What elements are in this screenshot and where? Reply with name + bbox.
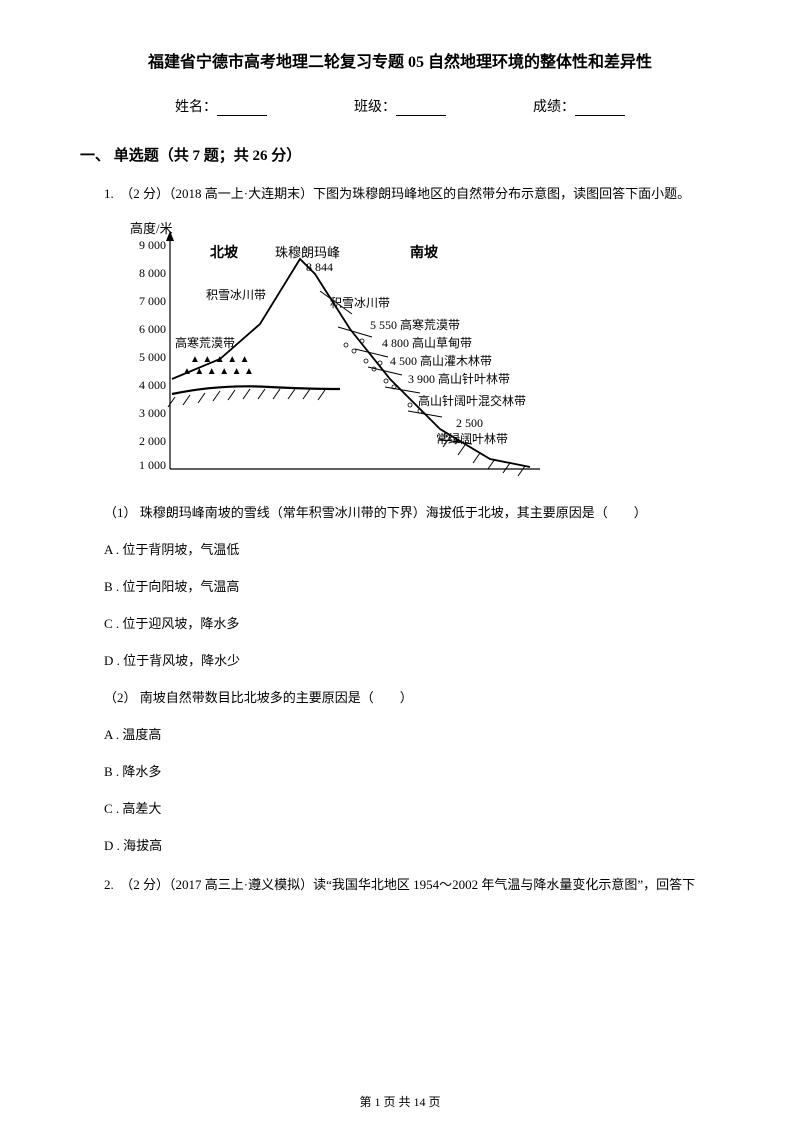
north-band-0: 积雪冰川带 xyxy=(206,288,266,302)
svg-text:8 000: 8 000 xyxy=(139,266,166,280)
q1-sub2-opt-a: A . 温度高 xyxy=(104,724,720,743)
svg-text:9 000: 9 000 xyxy=(139,238,166,252)
class-label: 班级： xyxy=(354,96,396,116)
q1-sub1-opt-a: A . 位于背阴坡，气温低 xyxy=(104,539,720,558)
q1-sub2-opt-d: D . 海拔高 xyxy=(104,835,720,854)
peak-elev: 8 844 xyxy=(306,260,333,274)
south-label: 南坡 xyxy=(410,244,439,261)
q1-sub2: （2） 南坡自然带数目比北坡多的主要原因是（ ） xyxy=(104,687,720,706)
q1-sub2-opt-c: C . 高差大 xyxy=(104,798,720,817)
q1-sub1-opt-b: B . 位于向阳坡，气温高 xyxy=(104,576,720,595)
svg-text:5 000: 5 000 xyxy=(139,350,166,364)
page-footer: 第 1 页 共 14 页 xyxy=(0,1093,800,1110)
svg-text:▲ ▲ ▲ ▲ ▲ ▲: ▲ ▲ ▲ ▲ ▲ ▲ xyxy=(182,366,254,377)
peak-label: 珠穆朗玛峰 xyxy=(275,245,340,260)
name-blank[interactable] xyxy=(217,102,267,116)
svg-text:积雪冰川带: 积雪冰川带 xyxy=(330,296,390,310)
page-title: 福建省宁德市高考地理二轮复习专题 05 自然地理环境的整体性和差异性 xyxy=(80,48,720,72)
svg-text:5 550 高寒荒漠带: 5 550 高寒荒漠带 xyxy=(370,317,460,332)
svg-text:3 900 高山针叶林带: 3 900 高山针叶林带 xyxy=(408,371,510,386)
north-band-1: 高寒荒漠带 xyxy=(175,335,235,350)
svg-text:7 000: 7 000 xyxy=(139,294,166,308)
svg-text:3 000: 3 000 xyxy=(139,406,166,420)
svg-text:2 000: 2 000 xyxy=(139,434,166,448)
student-info-line: 姓名： 班级： 成绩： xyxy=(80,96,720,116)
q1-stem: 1. （2 分）（2018 高一上·大连期末）下图为珠穆朗玛峰地区的自然带分布示… xyxy=(104,181,720,207)
q1-sub1-opt-d: D . 位于背风坡，降水少 xyxy=(104,650,720,669)
svg-text:4 500 高山灌木林带: 4 500 高山灌木林带 xyxy=(390,353,492,368)
q2-stem: 2. （2 分）（2017 高三上·遵义模拟）读“我国华北地区 1954～200… xyxy=(104,872,720,898)
name-label: 姓名： xyxy=(175,96,217,116)
score-label: 成绩： xyxy=(533,96,575,116)
score-blank[interactable] xyxy=(575,102,625,116)
svg-text:2 500: 2 500 xyxy=(456,416,483,430)
svg-text:▲ ▲ ▲ ▲ ▲: ▲ ▲ ▲ ▲ ▲ xyxy=(190,354,250,365)
svg-text:4 000: 4 000 xyxy=(139,378,166,392)
q1-diagram: 高度/米 9 000 8 000 7 000 6 000 5 000 4 000… xyxy=(120,219,720,484)
class-blank[interactable] xyxy=(396,102,446,116)
svg-text:4 800 高山草甸带: 4 800 高山草甸带 xyxy=(382,335,472,350)
q1-sub1: （1） 珠穆朗玛峰南坡的雪线（常年积雪冰川带的下界）海拔低于北坡，其主要原因是（… xyxy=(104,502,720,521)
svg-text:6 000: 6 000 xyxy=(139,322,166,336)
svg-text:1 000: 1 000 xyxy=(139,458,166,472)
svg-text:常绿阔叶林带: 常绿阔叶林带 xyxy=(436,431,508,446)
q1-sub2-opt-b: B . 降水多 xyxy=(104,761,720,780)
north-label: 北坡 xyxy=(210,244,239,261)
south-bands: 积雪冰川带 5 550 高寒荒漠带 4 800 高山草甸带 4 500 高山灌木… xyxy=(330,296,526,446)
svg-text:高山针阔叶混交林带: 高山针阔叶混交林带 xyxy=(418,393,526,408)
y-axis-label: 高度/米 xyxy=(130,221,173,236)
y-ticks: 9 000 8 000 7 000 6 000 5 000 4 000 3 00… xyxy=(139,238,166,472)
section-header: 一、 单选题（共 7 题；共 26 分） xyxy=(80,144,720,165)
q1-sub1-opt-c: C . 位于迎风坡，降水多 xyxy=(104,613,720,632)
